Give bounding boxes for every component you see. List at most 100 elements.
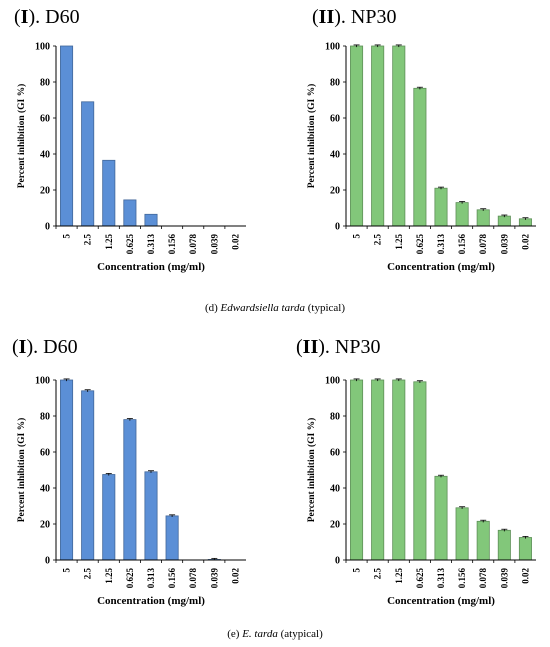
- x-tick-label: 0.02: [520, 234, 530, 250]
- bar: [476, 520, 490, 561]
- bar: [392, 379, 406, 561]
- x-tick-label: 0.156: [167, 568, 177, 589]
- bar: [497, 529, 511, 561]
- x-tick-label: 0.156: [457, 234, 467, 255]
- y-tick-label: 80: [40, 78, 50, 89]
- bar: [518, 537, 532, 561]
- bar: [392, 45, 406, 227]
- x-axis-label: Concentration (mg/ml): [97, 595, 205, 607]
- y-tick-label: 100: [325, 42, 340, 53]
- bar: [371, 379, 385, 561]
- y-tick-label: 60: [40, 114, 50, 125]
- y-tick-label: 40: [330, 150, 340, 161]
- x-axis-label: Concentration (mg/ml): [387, 261, 495, 273]
- panel-roman: II: [318, 6, 335, 28]
- caption-e: (e) E. tarda (atypical): [227, 628, 323, 640]
- bar: [123, 419, 137, 561]
- x-tick-label: 0.313: [146, 568, 156, 589]
- panel-roman: I: [18, 336, 27, 358]
- bar-chart-e-d60: 5 2.5 1.25 0.625 0.313 0.156 0.078 0.039 0.02 0 20…: [16, 376, 246, 607]
- x-tick-label: 0.039: [209, 234, 219, 255]
- panel-title-e-d60: (I). D60: [12, 336, 78, 358]
- x-tick-label: 0.078: [188, 568, 198, 589]
- bar: [60, 45, 74, 227]
- x-tick-label: 0.078: [188, 234, 198, 255]
- y-tick-label: 60: [330, 448, 340, 459]
- bar: [497, 215, 511, 227]
- x-tick-label: 0.02: [520, 568, 530, 584]
- y-tick-label: 60: [40, 448, 50, 459]
- x-tick-label: 0.02: [230, 568, 240, 584]
- x-tick-label: 1.25: [394, 234, 404, 250]
- y-axis-label: Percent inhibition (GI %): [16, 418, 27, 523]
- x-tick-label: 0.039: [499, 568, 509, 589]
- x-tick-label: 0.039: [209, 568, 219, 589]
- y-tick-label: 80: [330, 412, 340, 423]
- bar: [81, 390, 95, 561]
- x-tick-label: 0.313: [436, 234, 446, 255]
- x-tick-label: 0.625: [415, 234, 425, 255]
- x-tick-label: 0.039: [499, 234, 509, 255]
- x-tick-label: 5: [352, 568, 362, 573]
- x-tick-label: 2.5: [373, 234, 383, 246]
- panel-roman: I: [20, 6, 29, 28]
- x-tick-label: 1.25: [104, 234, 114, 250]
- y-tick-label: 0: [335, 222, 340, 233]
- y-tick-label: 40: [330, 484, 340, 495]
- bar-chart-e-np30: 5 2.5 1.25 0.625 0.313 0.156 0.078 0.039 0.02 0 20…: [306, 376, 536, 607]
- x-tick-label: 5: [62, 234, 72, 239]
- y-tick-label: 40: [40, 484, 50, 495]
- bar: [165, 515, 179, 561]
- panel-title-d-d60: (I). D60: [14, 6, 80, 28]
- y-axis-label: Percent inhibition (GI %): [16, 84, 27, 189]
- caption-d: (d) Edwardsiella tarda (typical): [204, 302, 346, 314]
- y-tick-label: 20: [330, 520, 340, 531]
- x-axis-label: Concentration (mg/ml): [387, 595, 495, 607]
- bar: [102, 159, 116, 227]
- x-tick-label: 0.625: [415, 568, 425, 589]
- bar: [350, 379, 364, 561]
- bar-chart-d-np30: 5 2.5 1.25 0.625 0.313 0.156 0.078 0.039 0.02 0 20…: [306, 42, 536, 273]
- x-tick-label: 0.313: [146, 234, 156, 255]
- y-tick-label: 80: [40, 412, 50, 423]
- panel-roman: II: [302, 336, 319, 358]
- bar: [350, 45, 364, 227]
- y-tick-label: 40: [40, 150, 50, 161]
- bar: [102, 474, 116, 561]
- y-axis-label: Percent inhibition (GI %): [306, 84, 317, 189]
- caption-species: E. tarda: [242, 628, 278, 640]
- panel-title-d-np30: (II). NP30: [312, 6, 397, 28]
- bar: [455, 202, 469, 227]
- y-axis-label: Percent inhibition (GI %): [306, 418, 317, 523]
- y-tick-label: 100: [35, 42, 50, 53]
- x-tick-label: 0.625: [125, 568, 135, 589]
- y-tick-label: 20: [330, 186, 340, 197]
- y-tick-label: 100: [35, 376, 50, 387]
- bar: [434, 187, 448, 227]
- y-tick-label: 0: [45, 222, 50, 233]
- bar: [144, 471, 158, 561]
- x-tick-label: 2.5: [83, 568, 93, 580]
- bar: [434, 475, 448, 561]
- panel-name: NP30: [334, 336, 381, 358]
- y-tick-label: 20: [40, 186, 50, 197]
- panel-title-e-np30: (II). NP30: [296, 336, 381, 358]
- panel-name: D60: [43, 336, 78, 358]
- bar: [144, 213, 158, 227]
- bar: [81, 101, 95, 227]
- y-tick-label: 0: [335, 556, 340, 567]
- x-tick-label: 0.078: [478, 568, 488, 589]
- x-tick-label: 5: [352, 234, 362, 239]
- x-tick-label: 2.5: [373, 568, 383, 580]
- x-tick-label: 0.156: [457, 568, 467, 589]
- bar: [60, 379, 74, 561]
- x-tick-label: 1.25: [104, 568, 114, 584]
- bar: [476, 209, 490, 227]
- y-tick-label: 20: [40, 520, 50, 531]
- caption-species: Edwardsiella tarda: [220, 302, 305, 314]
- panel-name: NP30: [350, 6, 397, 28]
- x-tick-label: 0.625: [125, 234, 135, 255]
- y-tick-label: 60: [330, 114, 340, 125]
- x-tick-label: 0.313: [436, 568, 446, 589]
- x-tick-label: 2.5: [83, 234, 93, 246]
